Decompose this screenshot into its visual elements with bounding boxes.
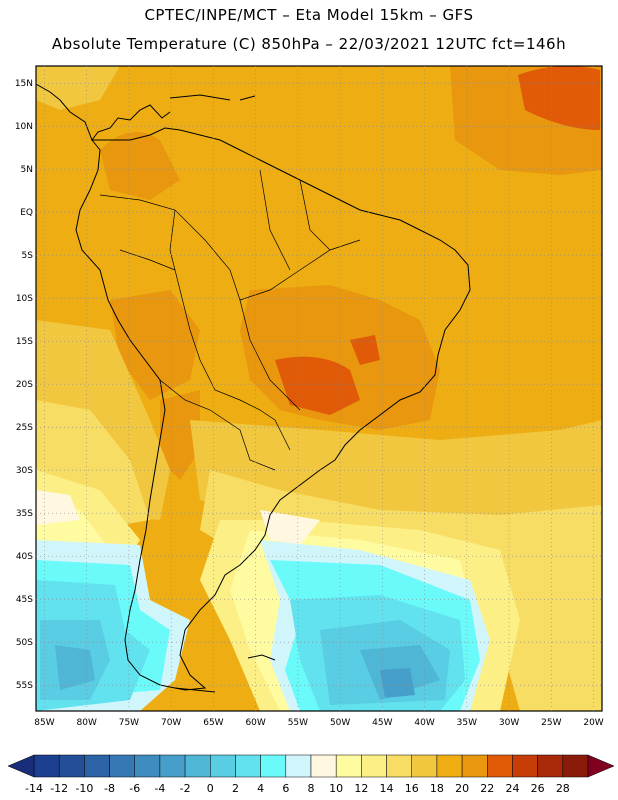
colorbar-box [84,754,110,778]
colorbar-tick-label: 18 [430,782,444,795]
colorbar-tick-label: 22 [480,782,494,795]
lon-label: 75W [119,718,139,728]
lon-label: 80W [77,718,97,728]
lat-label: 5S [22,251,34,261]
lat-label: 55S [16,681,33,691]
colorbar-box [461,754,488,778]
colorbar-tick-labels: -14 -12 -10 -8 -6 -4 -2 0 2 4 6 8 10 12 14 16 18 20 22 24 26… [25,782,570,795]
colorbar-tick-label: 14 [380,782,394,795]
lon-label: 70W [161,718,181,728]
lat-label: EQ [20,208,33,218]
colorbar-tick-label: 10 [329,782,343,795]
colorbar-tick-label: 6 [282,782,289,795]
colorbar-high-end-arrow [587,754,615,778]
colorbar-box [134,754,161,778]
colorbar-tick-label: 2 [232,782,239,795]
colorbar-box [512,754,538,778]
colorbar-box [386,754,412,778]
longitude-labels: 85W 80W 75W 70W 65W 60W 55W 50W 45W 40W 35W 30W 25W 2… [34,718,604,728]
temperature-field [36,66,602,711]
lon-label: 65W [203,718,223,728]
colorbar-low-end-arrow [7,754,35,778]
colorbar-boxes [33,754,589,778]
lon-label: 25W [541,718,561,728]
lon-label: 30W [499,718,519,728]
colorbar-box [335,754,362,778]
colorbar-box [33,754,60,778]
colorbar-tick-label: -12 [50,782,68,795]
colorbar-box [58,754,85,778]
colorbar-tick-label: 12 [354,782,368,795]
colorbar-box [411,754,438,778]
lon-label: 85W [34,718,54,728]
colorbar-tick-label: -10 [75,782,93,795]
lat-label: 10N [15,122,33,132]
colorbar-tick-label: 26 [531,782,545,795]
lat-label: 15N [15,79,33,89]
title-line-2: Absolute Temperature (C) 850hPa – 22/03/… [51,35,567,53]
colorbar-tick-label: 8 [308,782,315,795]
lon-label: 55W [288,718,308,728]
colorbar-box [487,754,513,778]
colorbar-box [361,754,387,778]
colorbar-box [537,754,564,778]
colorbar-tick-label: -2 [180,782,191,795]
lat-label: 40S [16,552,33,562]
colorbar-box [109,754,135,778]
colorbar-tick-label: -6 [129,782,140,795]
colorbar-tick-label: 28 [556,782,570,795]
lat-label: 5N [21,165,33,175]
lat-label: 35S [16,509,33,519]
colorbar-tick-label: 24 [505,782,519,795]
colorbar-box [310,754,337,778]
lat-label: 25S [16,423,33,433]
lat-label: 10S [16,294,33,304]
lon-label: 45W [372,718,392,728]
map-frame [35,65,603,712]
colorbar-tick-label: 0 [207,782,214,795]
lat-label: 30S [16,466,33,476]
colorbar-box [260,754,287,778]
colorbar-box [159,754,186,778]
colorbar-box [436,754,463,778]
lon-label: 60W [245,718,265,728]
colorbar-tick-label: -4 [154,782,165,795]
lon-label: 35W [457,718,477,728]
colorbar-tick-label: 4 [257,782,264,795]
coastlines [36,83,471,693]
lon-label: 40W [414,718,434,728]
country-borders [99,169,361,471]
latitude-labels: 15N 10N 5N EQ 5S 10S 15S 20S 25S 30S 35S 40S 45S 50S 5… [15,79,33,691]
colorbar-tick-label: -14 [25,782,43,795]
title-line-1: CPTEC/INPE/MCT – Eta Model 15km – GFS [144,6,474,24]
lon-label: 20W [583,718,603,728]
colorbar-tick-label: 16 [405,782,419,795]
colorbar-box [210,754,236,778]
colorbar-box [285,754,312,778]
lat-label: 50S [16,638,33,648]
colorbar-box [184,754,211,778]
lon-label: 50W [330,718,350,728]
colorbar-box [562,754,589,778]
lat-label: 20S [16,380,33,390]
colorbar-box [235,754,261,778]
lat-label: 45S [16,595,33,605]
colorbar-tick-label: -8 [104,782,115,795]
lat-label: 15S [16,337,33,347]
colorbar-tick-label: 20 [455,782,469,795]
